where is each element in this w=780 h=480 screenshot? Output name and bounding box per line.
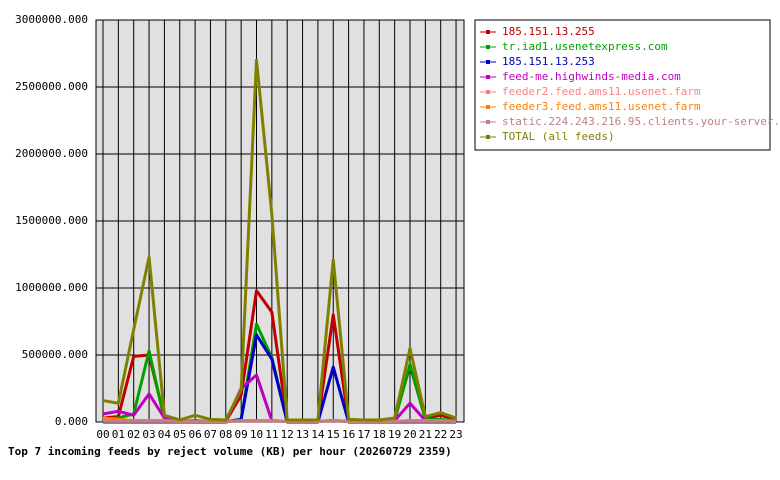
x-tick-label: 22 [434, 428, 447, 441]
legend-marker-dot [486, 105, 490, 109]
legend-label: feeder2.feed.ams11.usenet.farm [502, 85, 701, 98]
x-tick-label: 23 [449, 428, 462, 441]
legend-marker-dot [486, 45, 490, 49]
legend-marker-dot [486, 120, 490, 124]
legend-label: feeder3.feed.ams11.usenet.farm [502, 100, 701, 113]
y-tick-label: 500000.000 [22, 348, 88, 361]
legend-label: 185.151.13.253 [502, 55, 595, 68]
x-tick-label: 18 [373, 428, 386, 441]
x-tick-label: 20 [403, 428, 416, 441]
legend-marker-dot [486, 30, 490, 34]
y-tick-label: 1500000.000 [15, 214, 88, 227]
x-tick-label: 01 [112, 428, 125, 441]
legend-label: tr.iad1.usenetexpress.com [502, 40, 668, 53]
legend-label: feed-me.highwinds-media.com [502, 70, 681, 83]
x-tick-label: 10 [250, 428, 263, 441]
x-tick-label: 19 [388, 428, 401, 441]
x-tick-label: 08 [219, 428, 232, 441]
x-tick-label: 17 [357, 428, 370, 441]
x-tick-label: 13 [296, 428, 309, 441]
x-tick-label: 02 [127, 428, 140, 441]
legend-marker-dot [486, 90, 490, 94]
series-line [102, 58, 457, 422]
y-tick-label: 2000000.000 [15, 147, 88, 160]
x-tick-label: 06 [188, 428, 201, 441]
legend-marker-dot [486, 60, 490, 64]
legend-label: TOTAL (all feeds) [502, 130, 615, 143]
x-tick-label: 12 [281, 428, 294, 441]
x-tick-label: 14 [311, 428, 325, 441]
y-tick-label: 2500000.000 [15, 80, 88, 93]
legend-marker-dot [486, 135, 490, 139]
y-tick-label: 3000000.000 [15, 13, 88, 26]
legend-marker-dot [486, 75, 490, 79]
x-tick-label: 05 [173, 428, 186, 441]
x-tick-label: 00 [96, 428, 109, 441]
legend-box [474, 19, 771, 151]
x-tick-label: 16 [342, 428, 355, 441]
x-tick-label: 15 [327, 428, 340, 441]
chart-title: Top 7 incoming feeds by reject volume (K… [8, 445, 452, 458]
x-tick-label: 03 [142, 428, 155, 441]
y-tick-label: 1000000.000 [15, 281, 88, 294]
x-tick-label: 21 [419, 428, 432, 441]
y-tick-label: 0.000 [55, 415, 88, 428]
x-tick-label: 04 [158, 428, 172, 441]
x-tick-label: 09 [235, 428, 248, 441]
x-tick-label: 07 [204, 428, 217, 441]
legend-label: static.224.243.216.95.clients.your-serve… [502, 115, 780, 128]
x-tick-label: 11 [265, 428, 278, 441]
legend-label: 185.151.13.255 [502, 25, 595, 38]
